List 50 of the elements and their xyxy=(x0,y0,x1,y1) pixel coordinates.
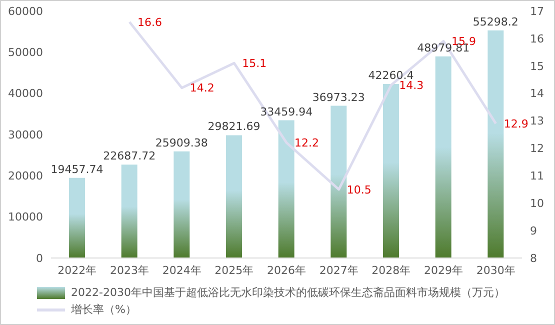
data-label: 25909.38 xyxy=(155,136,208,150)
x-tick-label: 2030年 xyxy=(476,264,516,277)
data-label: 19457.74 xyxy=(50,162,104,176)
legend-label: 2022-2030年中国基于超低浴比无水印染技术的低碳环保生态斋品面料市场规模（万元） xyxy=(71,285,505,301)
bar xyxy=(226,135,242,258)
bar xyxy=(435,56,452,258)
y2-tick-label: 13 xyxy=(530,114,544,128)
y2-tick-label: 8 xyxy=(530,252,537,265)
y-tick-label: 0 xyxy=(36,252,43,265)
data-label: 14.2 xyxy=(190,82,214,95)
bar xyxy=(330,106,347,258)
data-label: 15.1 xyxy=(242,57,267,70)
bar xyxy=(383,84,399,258)
y2-tick-label: 17 xyxy=(530,4,544,18)
y2-tick-label: 9 xyxy=(530,224,537,238)
x-tick-label: 2025年 xyxy=(214,264,254,277)
x-tick-label: 2027年 xyxy=(319,264,358,277)
bar xyxy=(174,151,190,258)
bar xyxy=(121,164,138,258)
y-tick-label: 60000 xyxy=(8,4,43,18)
data-label: 36973.23 xyxy=(312,90,365,104)
bar xyxy=(278,120,294,258)
y2-tick-label: 15 xyxy=(530,60,544,73)
y2-tick-label: 16 xyxy=(530,32,544,46)
bar xyxy=(69,178,85,258)
y-tick-label: 10000 xyxy=(8,210,43,224)
x-tick-label: 2024年 xyxy=(162,264,202,277)
data-label: 29821.69 xyxy=(208,120,260,134)
data-label: 22687.72 xyxy=(103,150,156,163)
y2-tick-label: 11 xyxy=(530,170,544,183)
data-label: 12.9 xyxy=(504,117,528,130)
y-tick-label: 30000 xyxy=(8,128,43,142)
x-tick-label: 2023年 xyxy=(110,264,149,277)
y2-tick-label: 12 xyxy=(530,142,544,156)
bar xyxy=(488,30,504,258)
y-tick-label: 50000 xyxy=(8,46,43,60)
x-tick-label: 2029年 xyxy=(424,264,463,277)
data-label: 12.2 xyxy=(294,136,319,150)
x-tick-label: 2022年 xyxy=(58,264,97,277)
y-tick-label: 40000 xyxy=(8,87,43,100)
data-label: 16.6 xyxy=(138,16,162,29)
data-label: 10.5 xyxy=(346,183,372,196)
x-tick-label: 2028年 xyxy=(372,264,411,277)
y2-tick-label: 10 xyxy=(530,197,544,210)
data-label: 55298.2 xyxy=(472,15,518,28)
legend-label: 增长率（%） xyxy=(71,302,136,318)
y-tick-label: 20000 xyxy=(8,170,43,183)
x-tick-label: 2026年 xyxy=(267,264,306,277)
data-label: 33459.94 xyxy=(260,105,313,118)
y2-tick-label: 14 xyxy=(530,87,544,100)
